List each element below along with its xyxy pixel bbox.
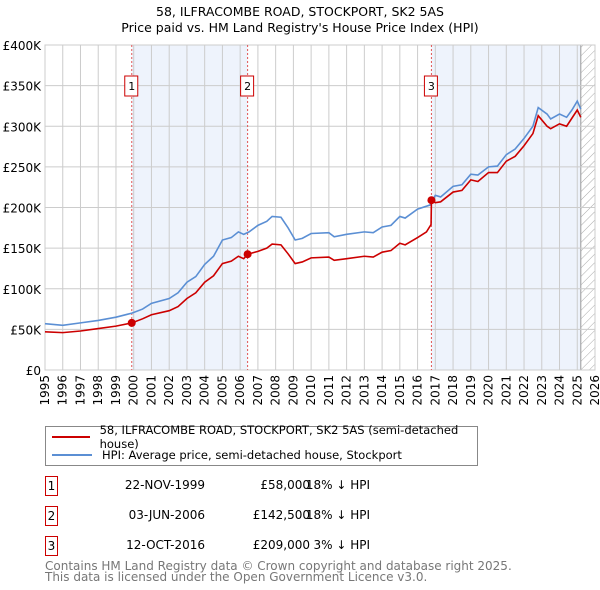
price-chart: 58, ILFRACOMBE ROAD, STOCKPORT, SK2 5AS … — [3, 4, 600, 406]
x-tick-label: 2004 — [198, 375, 212, 406]
legend: 58, ILFRACOMBE ROAD, STOCKPORT, SK2 5AS … — [45, 423, 478, 466]
legend-item-property: 58, ILFRACOMBE ROAD, STOCKPORT, SK2 5AS … — [52, 423, 477, 451]
sale-label-box — [124, 75, 139, 97]
x-tick-label: 2019 — [464, 375, 478, 406]
x-tick-label: 2006 — [233, 375, 247, 406]
y-tick-label: £300K — [3, 120, 43, 134]
x-tick-label: 2002 — [162, 375, 176, 406]
sale-label-box — [423, 75, 438, 97]
sale-point — [427, 196, 436, 205]
x-tick-label: 2023 — [535, 375, 549, 406]
sale-label: 3 — [428, 80, 435, 93]
legend-item-hpi: HPI: Average price, semi-detached house,… — [52, 447, 402, 463]
legend-label: 58, ILFRACOMBE ROAD, STOCKPORT, SK2 5AS … — [99, 423, 459, 451]
x-tick-label: 1997 — [73, 375, 87, 406]
x-tick-label: 2008 — [269, 375, 283, 406]
sale-point — [243, 250, 252, 259]
hpi-diff: 3% ↓ HPI — [313, 538, 370, 552]
y-tick-label: £100K — [3, 283, 43, 297]
price: £58,000 — [260, 478, 310, 492]
y-tick-label: £200K — [3, 202, 43, 216]
x-tick-label: 2021 — [499, 375, 513, 406]
marker-badge: 3 — [45, 536, 58, 556]
x-tick-label: 2013 — [357, 375, 371, 406]
x-tick-label: 1999 — [109, 375, 123, 406]
x-tick-label: 2000 — [127, 375, 141, 406]
plot-border — [44, 44, 596, 371]
x-tick-label: 2018 — [446, 375, 460, 406]
y-tick-label: £0 — [26, 364, 41, 378]
legend-swatch-blue — [52, 454, 92, 456]
x-tick-label: 2010 — [304, 375, 318, 406]
y-tick-label: £150K — [3, 242, 43, 256]
x-tick-label: 2020 — [482, 375, 496, 406]
x-tick-label: 2024 — [553, 375, 567, 406]
x-tick-label: 2017 — [428, 375, 442, 406]
x-tick-label: 2016 — [411, 375, 425, 406]
x-tick-label: 1995 — [38, 375, 52, 406]
x-tick-label: 2009 — [286, 375, 300, 406]
date: 12-OCT-2016 — [126, 538, 205, 552]
x-tick-label: 2003 — [180, 375, 194, 406]
y-tick-label: £50K — [10, 323, 42, 337]
hpi-diff: 18% ↓ HPI — [305, 478, 370, 492]
x-tick-label: 2014 — [375, 375, 389, 406]
x-tick-label: 2015 — [393, 375, 407, 406]
series-line — [44, 108, 582, 334]
sale-point — [127, 318, 136, 327]
y-tick-label: £350K — [3, 80, 43, 94]
x-tick-label: 2025 — [570, 375, 584, 406]
hpi-diff: 18% ↓ HPI — [305, 508, 370, 522]
footer-licence: This data is licensed under the Open Gov… — [45, 570, 428, 584]
legend-swatch-red — [52, 436, 90, 438]
chart-title: 58, ILFRACOMBE ROAD, STOCKPORT, SK2 5AS — [156, 4, 444, 19]
marker-badge: 1 — [45, 476, 58, 496]
transaction-row: 2 03-JUN-2006 £142,500 18% ↓ HPI — [45, 506, 445, 528]
x-tick-label: 2022 — [517, 375, 531, 406]
x-tick-label: 2026 — [588, 375, 600, 406]
series-line — [44, 99, 582, 327]
transaction-row: 1 22-NOV-1999 £58,000 18% ↓ HPI — [45, 476, 445, 498]
date: 03-JUN-2006 — [128, 508, 205, 522]
transaction-row: 3 12-OCT-2016 £209,000 3% ↓ HPI — [45, 536, 445, 558]
y-tick-label: £250K — [3, 161, 43, 175]
legend-label: HPI: Average price, semi-detached house,… — [102, 448, 402, 462]
footer-copyright: Contains HM Land Registry data © Crown c… — [45, 559, 512, 573]
x-tick-label: 2011 — [322, 375, 336, 406]
price: £209,000 — [252, 538, 310, 552]
x-tick-label: 2007 — [251, 375, 265, 406]
x-tick-label: 2012 — [340, 375, 354, 406]
y-tick-label: £400K — [3, 39, 43, 53]
x-tick-label: 1998 — [91, 375, 105, 406]
sale-label: 2 — [244, 80, 251, 93]
marker-badge: 2 — [45, 506, 58, 526]
x-tick-label: 2001 — [144, 375, 158, 406]
date: 22-NOV-1999 — [124, 478, 205, 492]
sale-label: 1 — [128, 80, 135, 93]
price: £142,500 — [252, 508, 310, 522]
sale-label-box — [240, 75, 255, 97]
x-tick-label: 2005 — [215, 375, 229, 406]
x-tick-label: 1996 — [56, 375, 70, 406]
chart-subtitle: Price paid vs. HM Land Registry's House … — [121, 20, 478, 35]
